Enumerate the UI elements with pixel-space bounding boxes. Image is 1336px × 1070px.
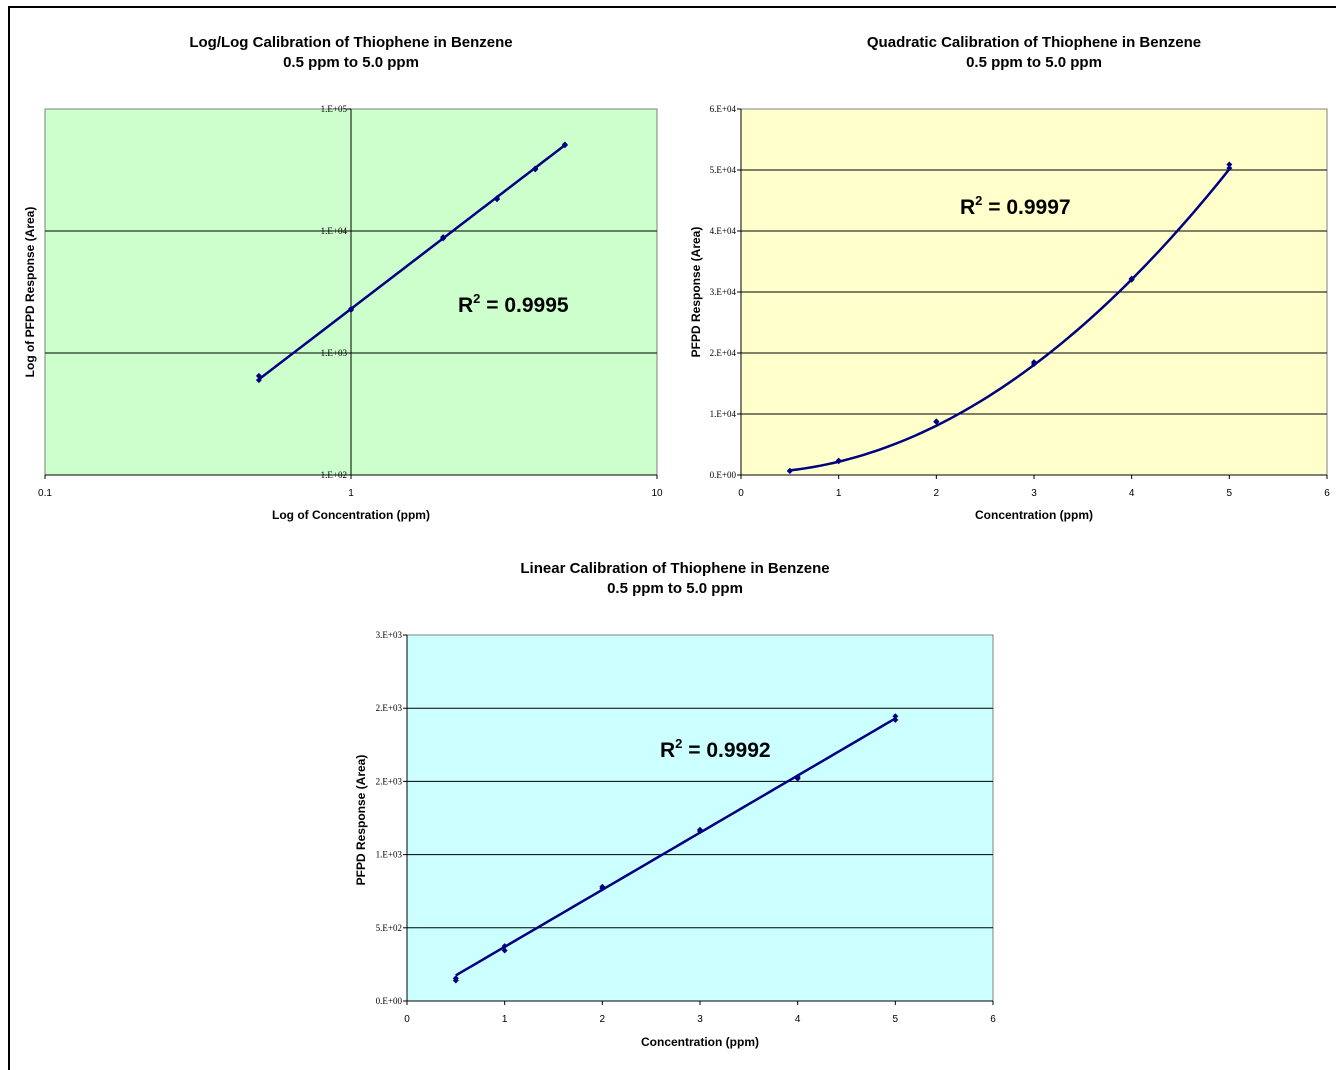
data-point — [892, 716, 899, 723]
x-tick-label: 10 — [651, 488, 663, 499]
y-tick-label: 1.E+03 — [321, 348, 348, 358]
fit-line — [789, 168, 1231, 472]
y-axis-label: PFPD Response (Area) — [354, 755, 368, 886]
data-point — [1128, 275, 1135, 282]
r-squared-value: = 0.9992 — [682, 739, 770, 762]
x-tick-label: 4 — [1129, 488, 1135, 499]
data-point — [255, 377, 262, 384]
data-point — [835, 457, 842, 464]
chart-subtitle: 0.5 ppm to 5.0 ppm — [966, 54, 1102, 71]
y-tick-label: 5.E+02 — [376, 923, 402, 933]
data-point — [1226, 161, 1233, 168]
y-tick-label: 1.E+04 — [321, 226, 348, 236]
r-squared-superscript: 2 — [473, 291, 480, 306]
y-tick-label: 2.E+03 — [376, 703, 403, 713]
data-point — [561, 141, 568, 148]
r-squared-value: = 0.9995 — [480, 294, 568, 317]
x-tick-label: 5 — [1227, 488, 1233, 499]
x-tick-label: 0.1 — [38, 488, 52, 499]
x-tick-label: 1 — [348, 488, 354, 499]
x-tick-label: 2 — [600, 1014, 606, 1025]
chart-title: Log/Log Calibration of Thiophene in Benz… — [189, 34, 512, 51]
r-squared-label: R2 = 0.9992 — [660, 736, 771, 762]
data-point — [348, 305, 354, 312]
chart-1: Log/Log Calibration of Thiophene in Benz… — [23, 34, 663, 522]
y-tick-label: 0.E+00 — [376, 996, 403, 1006]
data-point — [892, 713, 899, 720]
chart-subtitle: 0.5 ppm to 5.0 ppm — [607, 580, 743, 597]
data-point — [255, 372, 262, 379]
x-tick-label: 2 — [934, 488, 940, 499]
fit-line — [258, 144, 566, 381]
chart-title: Quadratic Calibration of Thiophene in Be… — [867, 34, 1201, 51]
y-tick-label: 1.E+02 — [321, 470, 347, 480]
x-tick-label: 4 — [795, 1014, 801, 1025]
y-tick-label: 2.E+04 — [710, 348, 737, 358]
x-tick-label: 6 — [1324, 488, 1330, 499]
y-axis-label: Log of PFPD Response (Area) — [23, 207, 37, 378]
y-tick-label: 1.E+04 — [710, 409, 737, 419]
chart-3: Linear Calibration of Thiophene in Benze… — [354, 560, 996, 1049]
x-axis-label: Log of Concentration (ppm) — [272, 508, 430, 522]
y-tick-label: 4.E+04 — [710, 226, 737, 236]
y-tick-label: 1.E+05 — [321, 104, 348, 114]
r-squared-symbol: R — [660, 739, 675, 762]
x-tick-label: 1 — [836, 488, 842, 499]
r-squared-superscript: 2 — [975, 193, 982, 208]
chart-2: Quadratic Calibration of Thiophene in Be… — [689, 34, 1330, 522]
y-tick-label: 3.E+03 — [376, 630, 403, 640]
y-tick-label: 0.E+00 — [710, 470, 737, 480]
data-point — [794, 774, 801, 781]
data-point — [501, 947, 508, 954]
r-squared-symbol: R — [960, 196, 975, 219]
data-point — [786, 467, 793, 474]
data-point — [697, 826, 703, 833]
y-tick-label: 1.E+03 — [376, 850, 403, 860]
data-point — [493, 195, 500, 202]
data-point — [440, 234, 447, 241]
x-tick-label: 6 — [990, 1014, 996, 1025]
x-tick-label: 1 — [502, 1014, 508, 1025]
r-squared-label: R2 = 0.9995 — [458, 291, 569, 317]
data-point — [452, 975, 459, 982]
x-axis-label: Concentration (ppm) — [975, 508, 1093, 522]
r-squared-superscript: 2 — [675, 736, 682, 751]
data-point — [599, 883, 606, 890]
figure-frame — [8, 6, 1336, 1070]
r-squared-label: R2 = 0.9997 — [960, 193, 1071, 219]
data-point — [532, 165, 539, 172]
chart-title: Linear Calibration of Thiophene in Benze… — [520, 560, 829, 577]
x-tick-label: 3 — [1031, 488, 1037, 499]
fit-line — [455, 717, 896, 977]
x-tick-label: 0 — [404, 1014, 410, 1025]
y-tick-label: 6.E+04 — [710, 104, 737, 114]
data-point — [501, 943, 508, 950]
x-axis-label: Concentration (ppm) — [641, 1035, 759, 1049]
r-squared-symbol: R — [458, 294, 473, 317]
x-tick-label: 5 — [893, 1014, 899, 1025]
data-point — [1031, 359, 1037, 366]
chart-subtitle: 0.5 ppm to 5.0 ppm — [283, 54, 419, 71]
r-squared-value: = 0.9997 — [982, 196, 1070, 219]
data-point — [1226, 165, 1233, 172]
x-tick-label: 3 — [697, 1014, 703, 1025]
y-axis-label: PFPD Response (Area) — [689, 227, 703, 358]
y-tick-label: 5.E+04 — [710, 165, 737, 175]
x-tick-label: 0 — [738, 488, 744, 499]
y-tick-label: 3.E+04 — [710, 287, 737, 297]
y-tick-label: 2.E+03 — [376, 776, 403, 786]
plot-area — [406, 634, 994, 1002]
data-point — [933, 418, 940, 425]
